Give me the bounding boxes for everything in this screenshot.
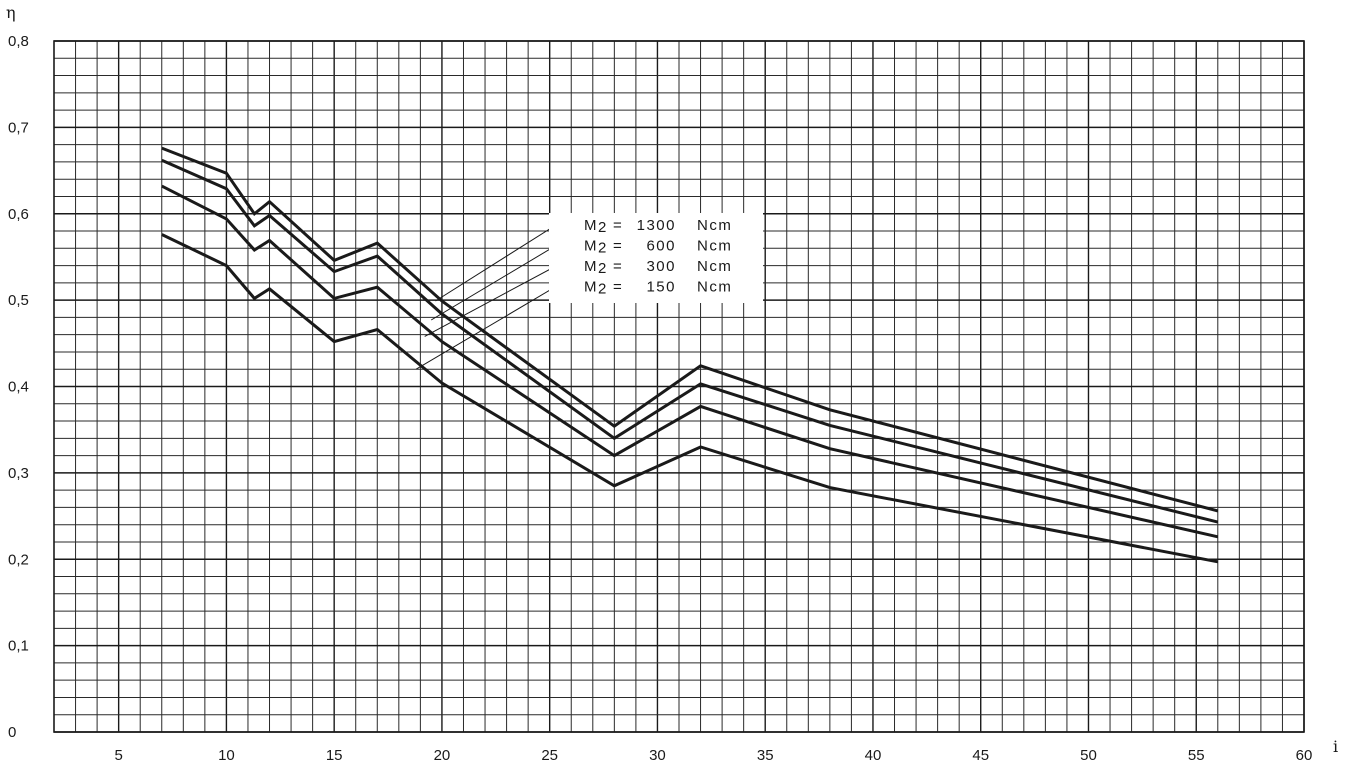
x-tick-label: 60 xyxy=(1296,747,1313,764)
legend-symbol: M xyxy=(584,238,597,255)
y-tick-label: 0,1 xyxy=(8,638,29,655)
legend-unit: Ncm xyxy=(697,279,732,296)
legend-value: 150 xyxy=(646,279,676,296)
legend-unit: Ncm xyxy=(697,258,732,275)
y-tick-label: 0 xyxy=(8,724,16,741)
x-tick-label: 30 xyxy=(649,747,666,764)
y-tick-label: 0,8 xyxy=(8,33,29,50)
x-tick-label: 15 xyxy=(326,747,343,764)
legend-background xyxy=(549,213,763,303)
y-tick-labels: 0 0,1 0,2 0,3 0,4 0,5 0,6 0,7 0,8 xyxy=(8,33,29,741)
y-tick-label: 0,3 xyxy=(8,465,29,482)
y-tick-label: 0,6 xyxy=(8,206,29,223)
legend-symbol: M xyxy=(584,279,597,296)
legend-subscript: 2 xyxy=(598,240,606,257)
x-tick-label: 20 xyxy=(434,747,451,764)
grid xyxy=(53,40,1305,733)
x-tick-label: 50 xyxy=(1080,747,1097,764)
x-tick-label: 45 xyxy=(972,747,989,764)
x-tick-label: 5 xyxy=(114,747,122,764)
legend-symbol: M xyxy=(584,258,597,275)
legend-value: 600 xyxy=(646,238,676,255)
x-tick-label: 40 xyxy=(865,747,882,764)
series-lines xyxy=(161,146,1219,564)
series-line-1 xyxy=(161,146,1219,513)
legend-unit: Ncm xyxy=(697,238,732,255)
legend-equals: = xyxy=(613,279,622,296)
legend-subscript: 2 xyxy=(598,260,606,277)
legend-entry-3: M 2 = 300 Ncm xyxy=(584,258,732,277)
y-tick-label: 0,7 xyxy=(8,119,29,136)
y-tick-label: 0,5 xyxy=(8,292,29,309)
legend-equals: = xyxy=(613,238,622,255)
legend-value: 300 xyxy=(646,258,676,275)
x-tick-labels: 5 10 15 20 25 30 35 40 45 50 55 60 xyxy=(114,747,1312,764)
y-axis-label: η xyxy=(6,3,16,22)
legend-entry-2: M 2 = 600 Ncm xyxy=(584,238,732,257)
x-tick-label: 35 xyxy=(757,747,774,764)
legend-equals: = xyxy=(613,217,622,234)
legend-equals: = xyxy=(613,258,622,275)
x-tick-label: 55 xyxy=(1188,747,1205,764)
x-tick-label: 10 xyxy=(218,747,235,764)
legend-subscript: 2 xyxy=(598,281,606,298)
legend-entry-1: M 2 = 1300 Ncm xyxy=(584,217,732,236)
series-line-3 xyxy=(161,184,1219,539)
series-line-2 xyxy=(161,158,1219,524)
legend-subscript: 2 xyxy=(598,219,606,236)
series-line-4 xyxy=(161,233,1219,564)
x-axis-label: i xyxy=(1333,737,1338,756)
legend-value: 1300 xyxy=(637,217,676,234)
legend-entry-4: M 2 = 150 Ncm xyxy=(584,279,732,298)
y-tick-label: 0,4 xyxy=(8,379,29,396)
y-tick-label: 0,2 xyxy=(8,551,29,568)
legend-unit: Ncm xyxy=(697,217,732,234)
legend-symbol: M xyxy=(584,217,597,234)
plot-border xyxy=(53,40,1305,733)
x-tick-label: 25 xyxy=(541,747,558,764)
